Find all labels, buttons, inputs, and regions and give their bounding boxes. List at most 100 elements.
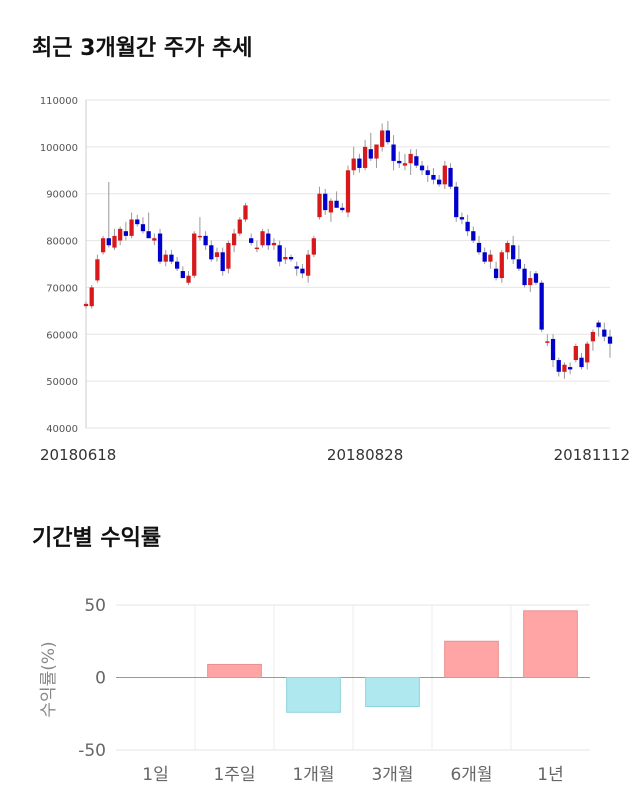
candle-body (323, 193, 328, 211)
candle-body (368, 149, 373, 159)
candle-body (152, 238, 157, 241)
x-category-label: 1일 (142, 765, 168, 785)
y-tick-label: 70000 (46, 283, 78, 294)
candle-body (260, 231, 265, 246)
period-returns-bar-chart: 50 0 -50 수익률(%) 1일 1주일 1개월 3개월 6개월 1년 (39, 596, 590, 785)
y-tick-label: 60000 (46, 330, 78, 341)
candle-body (266, 233, 271, 246)
x-tick-label: 20180618 (40, 446, 116, 464)
candle-body (528, 278, 533, 286)
candle-body (231, 233, 237, 246)
candle-body (300, 268, 305, 274)
candle-body (357, 158, 362, 168)
candle-body (402, 163, 408, 166)
x-category-label: 6개월 (450, 765, 492, 785)
y-tick-label: 100000 (40, 143, 78, 154)
candle-body (362, 146, 368, 168)
candle-body (414, 156, 419, 166)
candle-body (203, 235, 208, 246)
x-tick-label: 20181112 (554, 446, 630, 464)
candle-body (146, 231, 151, 239)
candle-body (607, 336, 613, 344)
candle-body (459, 217, 465, 220)
candle-body (567, 367, 573, 370)
return-bar (207, 663, 262, 678)
y-tick-label: 0 (95, 669, 106, 689)
candle-body (209, 245, 214, 260)
candle-body (448, 167, 453, 187)
return-bar (523, 610, 578, 678)
candle-body (305, 254, 311, 276)
candle-body (488, 254, 493, 262)
candle-body (174, 261, 180, 269)
candle-body (545, 341, 550, 343)
candle-body (499, 252, 504, 279)
y-axis-label: 수익률(%) (39, 641, 59, 717)
candle-body (391, 144, 396, 161)
return-bar (286, 677, 341, 713)
candle-body (471, 231, 476, 241)
candle-body (397, 160, 402, 164)
candle-body (157, 233, 163, 262)
candle-body (579, 357, 584, 368)
candle-body (95, 259, 100, 281)
candle-body (328, 200, 334, 213)
candle-body (249, 238, 254, 243)
candle-body (226, 242, 231, 269)
candle-body (374, 144, 379, 159)
candle-body (89, 287, 94, 307)
candle-body (123, 231, 129, 236)
candle-body (345, 170, 351, 213)
candle-body (465, 221, 470, 232)
candle-body (243, 205, 248, 220)
candle-body (562, 364, 567, 372)
candle-body (556, 360, 561, 372)
candle-body (106, 238, 111, 246)
candle-body (596, 322, 601, 328)
candle-body (380, 130, 385, 147)
candle-body (419, 165, 425, 171)
candle-body (237, 219, 242, 234)
y-tick-label: -50 (78, 741, 106, 761)
candle-body (254, 247, 260, 250)
x-category-label: 1주일 (213, 765, 255, 785)
candle-body (169, 254, 174, 262)
candle-body (493, 268, 499, 279)
candle-body (539, 282, 544, 330)
candle-body (334, 200, 339, 208)
candle-body (476, 242, 482, 253)
y-tick-label: 110000 (40, 96, 78, 107)
candle-body (214, 252, 220, 257)
candle-body (442, 165, 447, 185)
candle-body (220, 252, 225, 272)
y-tick-label: 50 (84, 596, 106, 616)
candle-body (294, 266, 299, 269)
candle-body (118, 228, 123, 241)
candle-body (311, 238, 316, 255)
candle-body (277, 245, 282, 262)
candle-body (135, 219, 140, 225)
candle-body (283, 256, 288, 260)
candle-body (511, 245, 516, 260)
candle-body (192, 233, 197, 276)
candle-body (602, 329, 607, 337)
candle-body (573, 346, 578, 361)
candle-body (550, 338, 556, 361)
candle-body (186, 275, 191, 283)
candle-body (83, 303, 89, 307)
candle-body (100, 238, 106, 253)
candle-body (288, 256, 294, 260)
candle-body (482, 252, 487, 262)
candle-body (505, 242, 510, 253)
candle-body (431, 174, 436, 180)
candle-body (436, 179, 442, 185)
price-trend-title: 최근 3개월간 주가 추세 (32, 36, 253, 61)
candle-body (585, 343, 590, 363)
candle-body (129, 219, 134, 236)
y-tick-label: 90000 (46, 190, 78, 201)
candle-body (351, 158, 356, 171)
price-candlestick-chart: 40000 50000 60000 70000 80000 90000 100000 1100… (40, 96, 630, 464)
candle-body (340, 207, 345, 211)
candle-body (112, 235, 117, 248)
candle-body (140, 224, 146, 232)
